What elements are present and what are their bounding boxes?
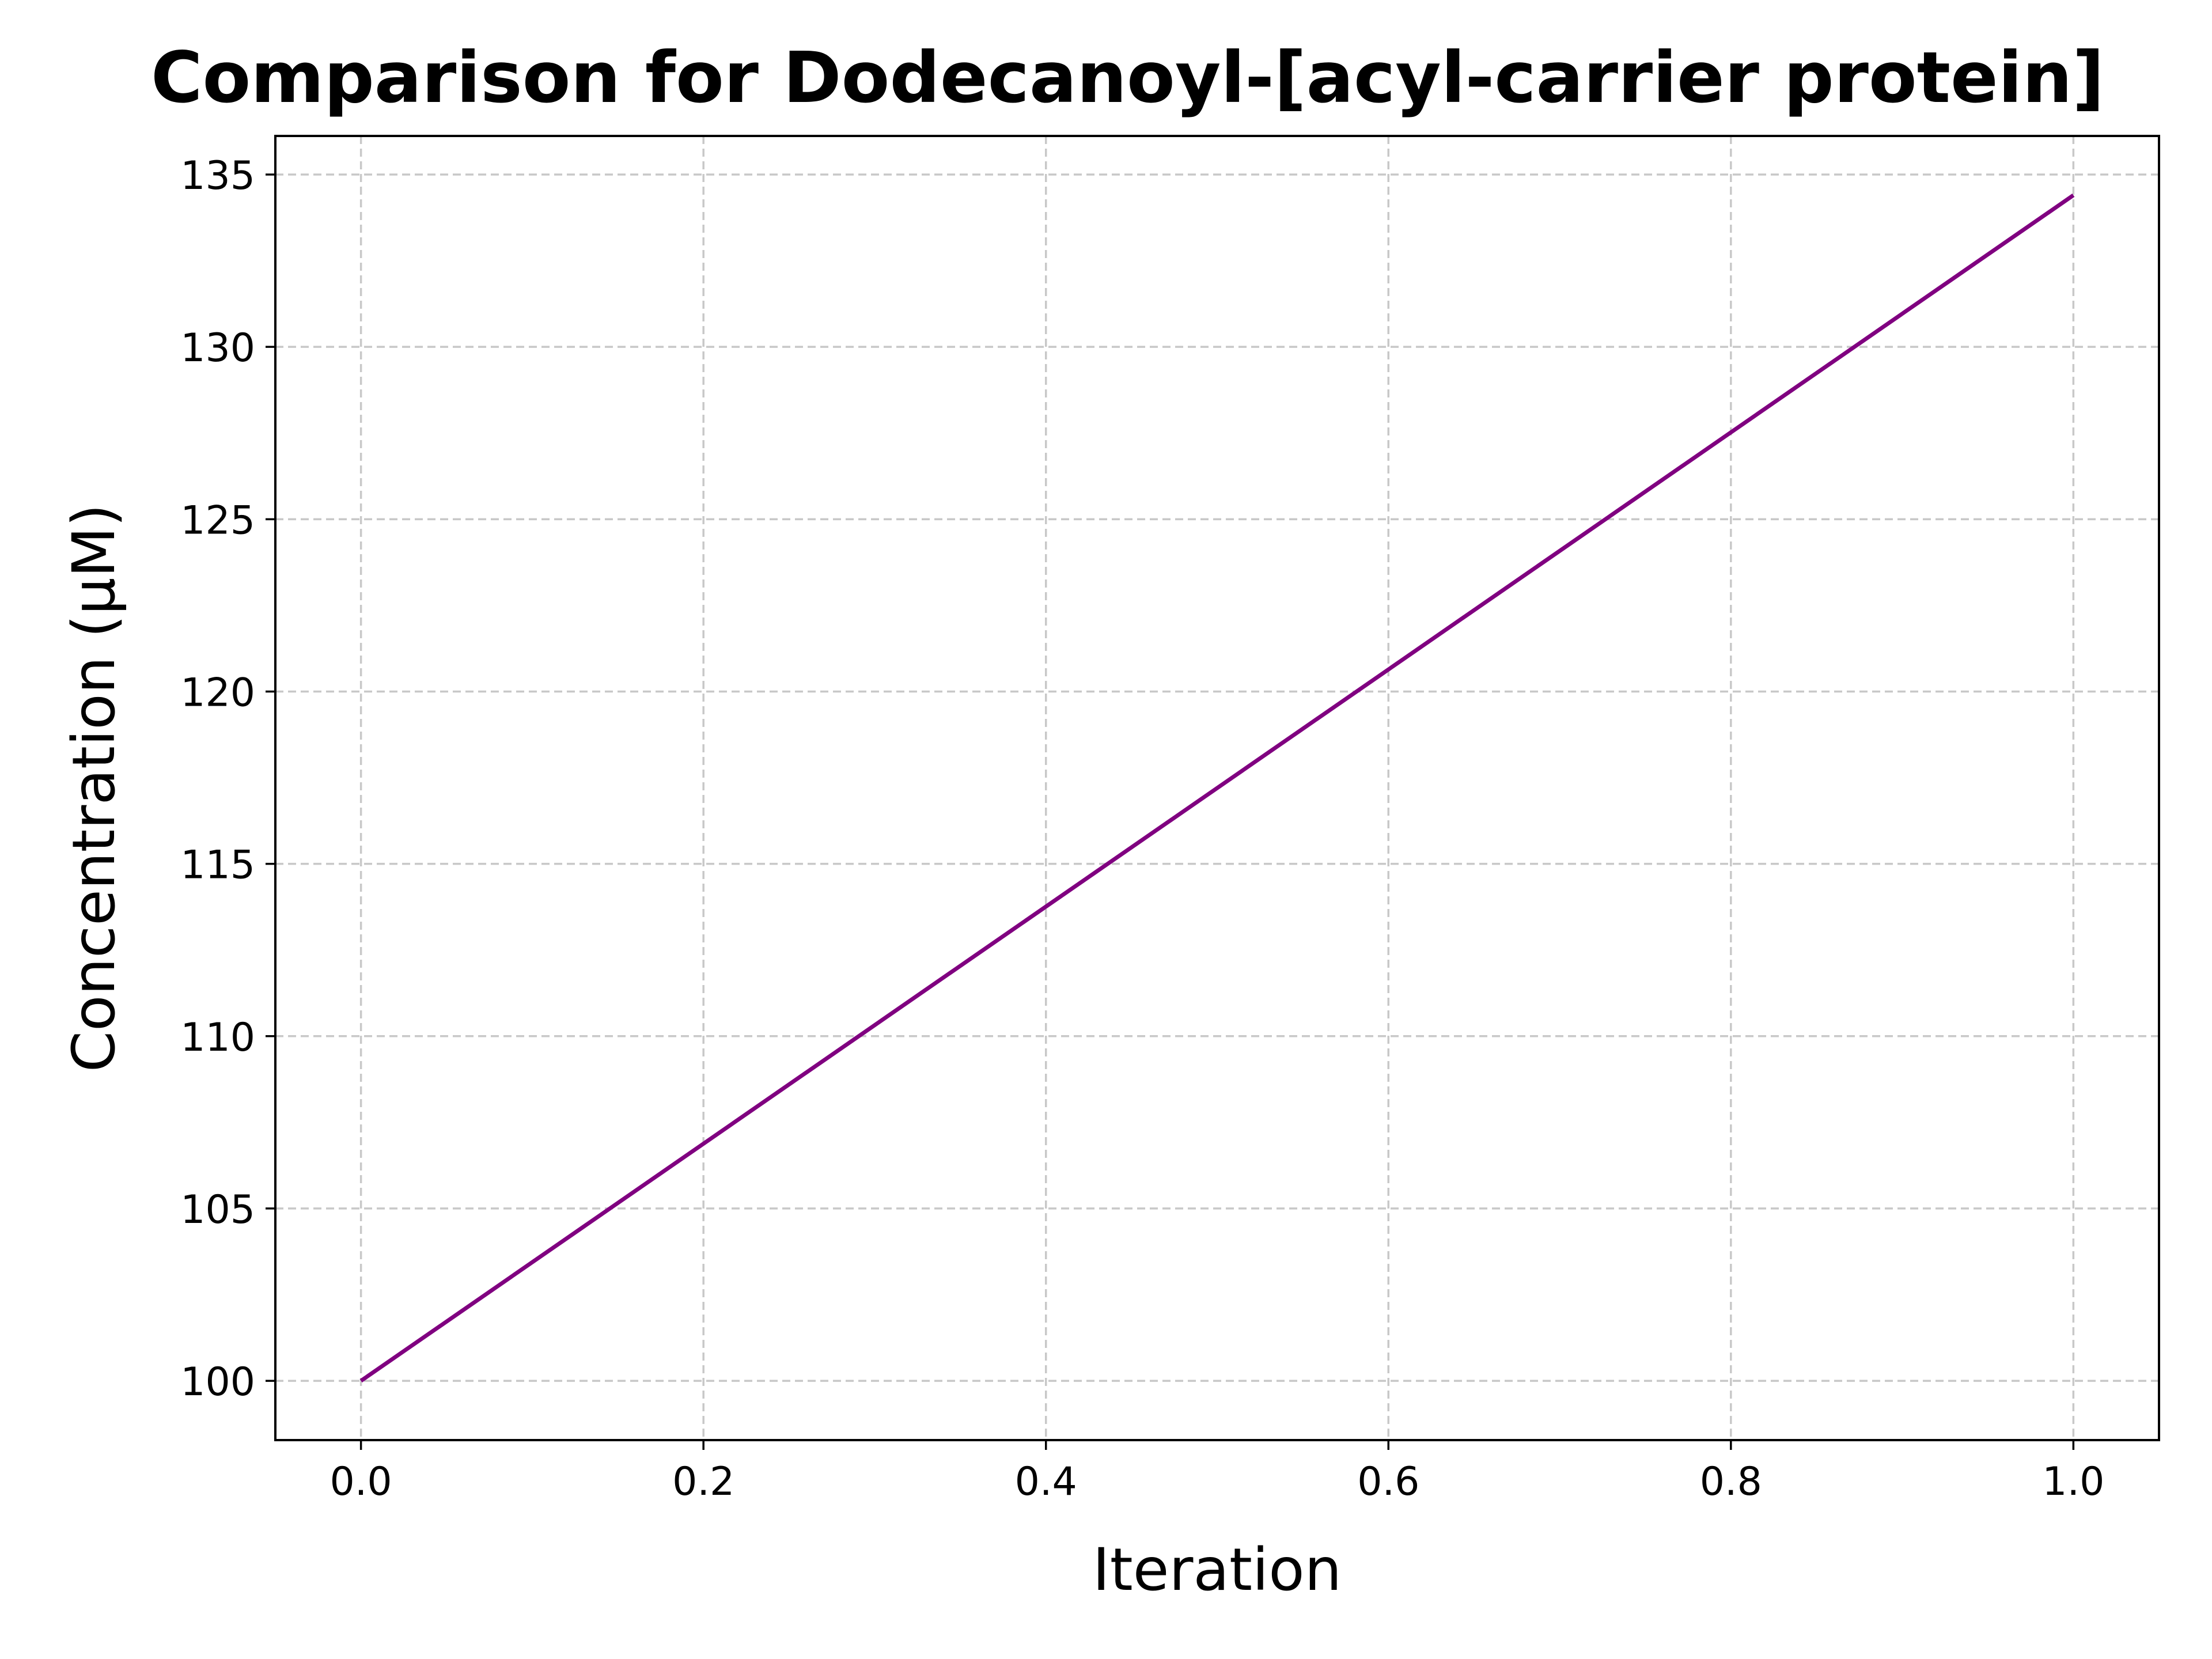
x-tick-label: 1.0: [2042, 1459, 2104, 1505]
grid: [275, 136, 2159, 1440]
plot-area-frame: [274, 135, 2160, 1441]
y-tick-label: 105: [180, 1187, 255, 1233]
y-tick-label: 130: [180, 325, 255, 371]
axis-ticks: 0.0 0.2 0.4 0.6 0.8 1.0 100 105 110 115 120 125 130 1…: [180, 153, 2104, 1505]
series-line: [359, 194, 2075, 1382]
y-tick-label: 120: [180, 670, 255, 715]
y-tick-label: 115: [180, 843, 255, 888]
x-tick-label: 0.8: [1700, 1459, 1762, 1505]
chart-title: Comparison for Dodecanoyl-[acyl-carrier …: [151, 37, 2104, 119]
series-layer: [359, 194, 2075, 1382]
x-tick-label: 0.2: [672, 1459, 734, 1505]
y-tick-label: 110: [180, 1015, 255, 1060]
y-axis-label: Concentration (μM): [60, 504, 128, 1072]
y-tick-label: 100: [180, 1359, 255, 1405]
x-tick-label: 0.4: [1015, 1459, 1077, 1505]
y-tick-label: 135: [180, 153, 255, 199]
x-tick-label: 0.6: [1357, 1459, 1419, 1505]
x-tick-label: 0.0: [330, 1459, 392, 1505]
y-tick-label: 125: [180, 498, 255, 543]
x-axis-label: Iteration: [1093, 1536, 1342, 1604]
